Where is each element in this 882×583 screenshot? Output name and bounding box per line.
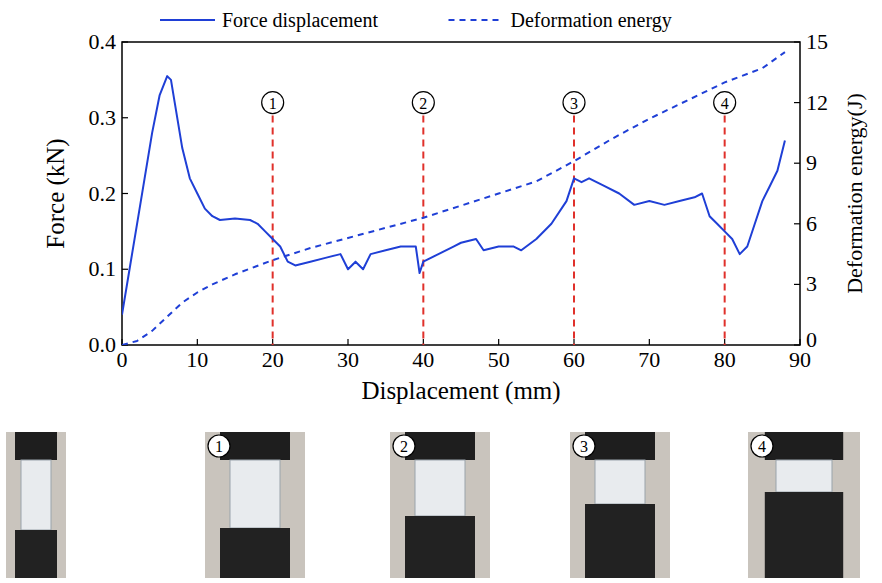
photo-clamp: [15, 432, 57, 460]
x-tick-label: 60: [563, 347, 585, 372]
y-axis-title: Force (kN): [42, 138, 70, 248]
y2-tick-label: 15: [806, 29, 828, 54]
photo-base: [405, 516, 475, 578]
photo-label: 3: [580, 438, 588, 455]
x-tick: [498, 339, 499, 345]
annotation-label: 2: [419, 95, 427, 112]
plot-frame: [122, 42, 800, 345]
series-group: [122, 52, 785, 345]
photo-specimen: [776, 460, 832, 492]
y2-tick: [794, 223, 800, 224]
x-tick-label: 10: [186, 347, 208, 372]
x-tick-label: 50: [488, 347, 510, 372]
y2-tick: [794, 102, 800, 103]
x-tick: [799, 339, 800, 345]
annotation-label: 4: [721, 95, 729, 112]
photo-specimen: [21, 460, 51, 530]
chart: 01020304050607080900.00.10.20.30.4036912…: [0, 0, 882, 583]
photo-specimen: [230, 460, 280, 528]
y2-tick-label: 9: [806, 150, 817, 175]
annotation-circle: [412, 92, 434, 114]
legend-swatch: [160, 19, 215, 21]
y-tick: [122, 193, 128, 194]
photo: 3: [570, 432, 670, 578]
photo-label-circle: [393, 435, 415, 457]
y-tick: [122, 41, 128, 42]
y2-tick: [794, 41, 800, 42]
y2-tick: [794, 284, 800, 285]
photo-label-circle: [751, 435, 773, 457]
photo-label: 2: [400, 438, 408, 455]
y2-tick-label: 3: [806, 271, 817, 296]
y-tick-label: 0.2: [89, 181, 117, 206]
x-tick-label: 30: [337, 347, 359, 372]
photo-base: [15, 530, 57, 578]
photo-background: [390, 432, 490, 578]
annotation-circle: [262, 92, 284, 114]
annotation-line: [573, 116, 575, 345]
y2-tick: [794, 344, 800, 345]
photo-base: [765, 492, 843, 578]
x-tick-label: 70: [638, 347, 660, 372]
x-tick: [347, 339, 348, 345]
x-tick: [197, 339, 198, 345]
photo-base: [585, 504, 655, 578]
y2-axis-title: Deformation energy(J): [842, 93, 867, 294]
photo-clamp: [765, 432, 843, 460]
annotation-line: [272, 116, 274, 345]
photo-background: [570, 432, 670, 578]
photo-background: [205, 432, 305, 578]
legend: Force displacement Deformation energy: [160, 9, 672, 32]
photo-background: [6, 432, 66, 578]
y2-tick-label: 12: [806, 90, 828, 115]
y-tick: [122, 269, 128, 270]
y-tick-label: 0.0: [89, 332, 117, 357]
legend-label: Deformation energy: [510, 9, 671, 32]
x-tick-label: 80: [714, 347, 736, 372]
series-line: [122, 76, 785, 315]
photo-background: [748, 432, 860, 578]
annotations: 1 2 3 4: [262, 92, 736, 345]
annotation-label: 3: [570, 95, 578, 112]
annotation-circle: [714, 92, 736, 114]
annotation-line: [422, 116, 424, 345]
photo: 4: [748, 432, 860, 578]
photo-specimen: [415, 460, 465, 516]
y-tick-label: 0.3: [89, 105, 117, 130]
photo-label: 4: [758, 438, 766, 455]
photo-specimen: [595, 460, 645, 504]
photo: [6, 432, 66, 578]
x-tick-label: 20: [262, 347, 284, 372]
legend-label: Force displacement: [222, 9, 378, 32]
y-tick-label: 0.4: [89, 29, 117, 54]
series-line: [122, 52, 785, 345]
annotation-circle: [563, 92, 585, 114]
annotation-label: 1: [269, 95, 277, 112]
y-tick: [122, 117, 128, 118]
photo-label-circle: [573, 435, 595, 457]
y2-tick-label: 6: [806, 211, 817, 236]
legend-swatch: [448, 19, 503, 21]
y-tick-label: 0.1: [89, 256, 117, 281]
photo-label: 1: [215, 438, 223, 455]
x-tick-label: 0: [117, 347, 128, 372]
y2-tick: [794, 163, 800, 164]
photo-label-circle: [208, 435, 230, 457]
photo: 1: [205, 432, 305, 578]
x-axis-title: Displacement (mm): [361, 377, 560, 405]
y2-tick-label: 0: [806, 327, 817, 352]
x-tick: [649, 339, 650, 345]
photo-base: [220, 528, 290, 578]
x-tick-label: 40: [412, 347, 434, 372]
photo: 2: [390, 432, 490, 578]
